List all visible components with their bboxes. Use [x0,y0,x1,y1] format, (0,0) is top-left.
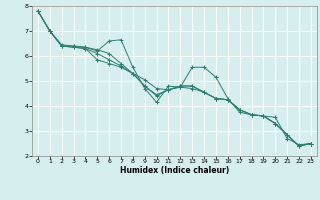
X-axis label: Humidex (Indice chaleur): Humidex (Indice chaleur) [120,166,229,175]
